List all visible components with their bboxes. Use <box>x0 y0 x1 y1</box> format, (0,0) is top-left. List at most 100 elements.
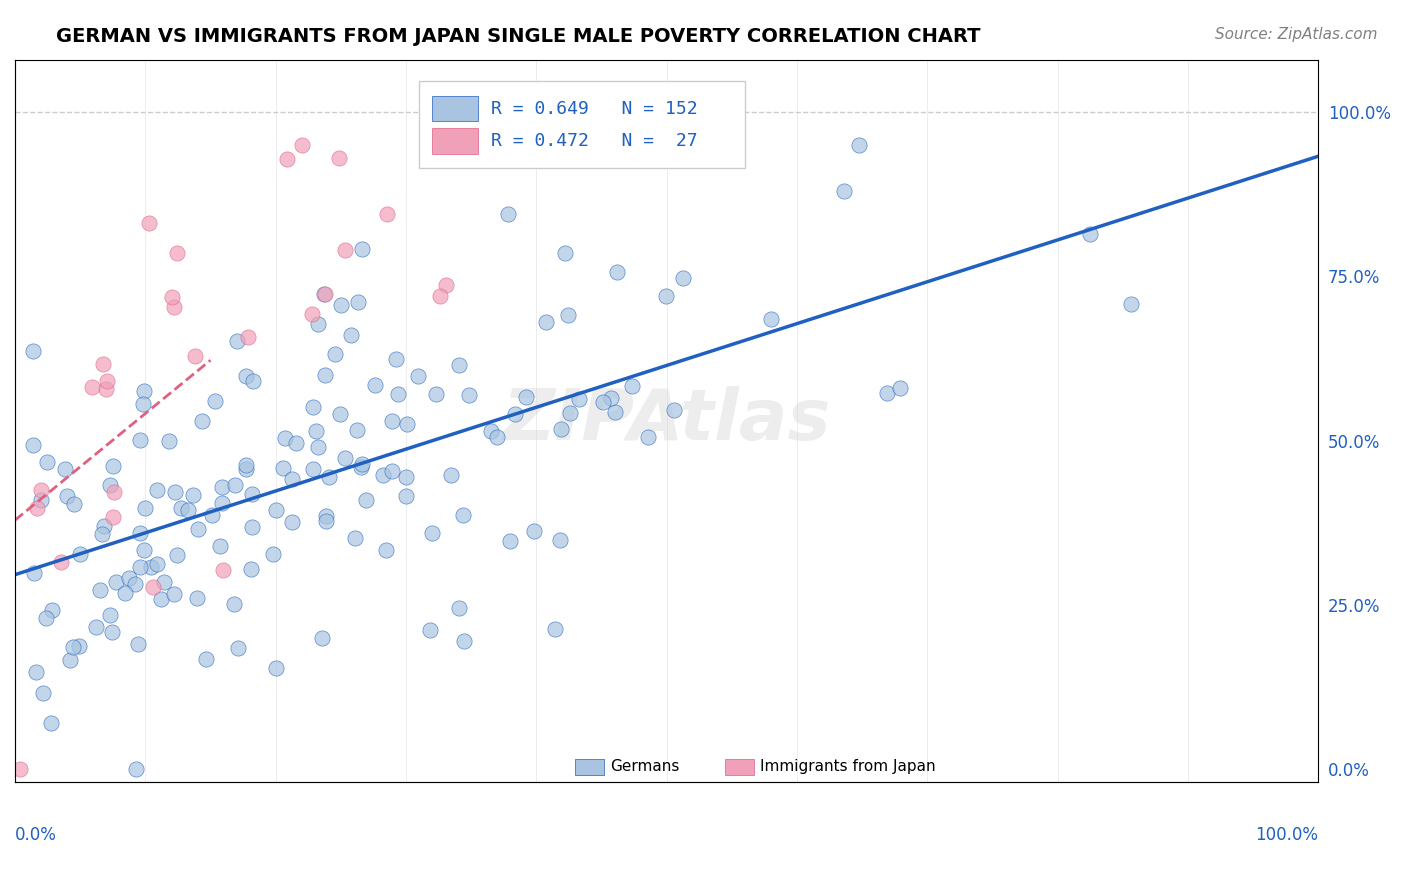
Point <box>238 329 260 343</box>
Point <box>273 431 295 445</box>
Point <box>323 347 346 361</box>
Point <box>104 574 127 589</box>
Point <box>395 489 418 503</box>
Text: ZIPAtlas: ZIPAtlas <box>502 386 831 456</box>
Point <box>131 397 153 411</box>
FancyBboxPatch shape <box>432 128 478 153</box>
Point <box>25 500 48 515</box>
Point <box>356 492 378 507</box>
Point <box>329 407 352 421</box>
Point <box>328 151 350 165</box>
Point <box>101 510 124 524</box>
Point <box>235 458 257 473</box>
Point <box>194 652 217 666</box>
Point <box>440 468 463 483</box>
Point <box>568 392 591 406</box>
Point <box>129 526 152 541</box>
Point <box>621 378 644 392</box>
Point <box>21 344 44 359</box>
Point <box>271 461 294 475</box>
Point <box>558 406 581 420</box>
Point <box>449 600 471 615</box>
Point <box>166 548 188 562</box>
Point <box>149 592 172 607</box>
Point <box>515 390 537 404</box>
Point <box>53 462 76 476</box>
Point <box>352 242 374 256</box>
Point <box>103 485 125 500</box>
Point <box>544 622 567 636</box>
Point <box>315 514 337 528</box>
Point <box>41 602 63 616</box>
Text: R = 0.472   N =  27: R = 0.472 N = 27 <box>491 132 697 150</box>
Text: R = 0.649   N = 152: R = 0.649 N = 152 <box>491 100 697 118</box>
Point <box>671 271 693 285</box>
FancyBboxPatch shape <box>575 759 605 775</box>
Point <box>56 489 79 503</box>
Point <box>605 404 627 418</box>
Point <box>96 374 118 388</box>
Point <box>8 762 31 776</box>
Point <box>212 563 235 577</box>
Point <box>485 430 508 444</box>
Point <box>385 352 408 367</box>
Point <box>380 464 402 478</box>
FancyBboxPatch shape <box>432 95 478 121</box>
Point <box>166 246 188 260</box>
Point <box>49 555 72 569</box>
Point <box>548 533 571 548</box>
Point <box>235 369 257 384</box>
Point <box>208 539 231 553</box>
Point <box>889 381 911 395</box>
Point <box>262 547 284 561</box>
Point <box>114 586 136 600</box>
Point <box>662 403 685 417</box>
Point <box>226 641 249 656</box>
Point <box>340 327 363 342</box>
Point <box>302 462 325 476</box>
Point <box>301 400 323 414</box>
Point <box>187 522 209 536</box>
Point <box>96 382 118 396</box>
Point <box>69 548 91 562</box>
Point <box>314 368 336 382</box>
Text: Germans: Germans <box>610 759 681 774</box>
Point <box>536 315 558 329</box>
Point <box>276 153 298 167</box>
Point <box>240 520 263 534</box>
Point <box>307 441 329 455</box>
Point <box>25 665 48 679</box>
Point <box>191 414 214 428</box>
Point <box>285 436 308 450</box>
Point <box>170 500 193 515</box>
Point <box>318 470 340 484</box>
Point <box>240 487 263 501</box>
Point <box>375 207 398 221</box>
Point <box>30 483 52 497</box>
Point <box>498 207 520 221</box>
Point <box>447 358 470 372</box>
Point <box>453 633 475 648</box>
Point <box>350 457 373 471</box>
Point <box>160 290 183 304</box>
Point <box>312 287 335 301</box>
Point <box>335 243 357 257</box>
Point <box>30 492 52 507</box>
Point <box>1119 297 1142 311</box>
Point <box>134 500 156 515</box>
Point <box>181 487 204 501</box>
Point <box>599 391 621 405</box>
Point <box>333 450 356 465</box>
Point <box>124 576 146 591</box>
Point <box>93 519 115 533</box>
Point <box>22 566 45 581</box>
Point <box>832 184 855 198</box>
Point <box>32 686 55 700</box>
Point <box>373 468 395 483</box>
Point <box>419 623 441 637</box>
Point <box>343 531 366 545</box>
Point <box>138 216 160 230</box>
Point <box>235 462 257 476</box>
Point <box>204 394 226 409</box>
Point <box>118 571 141 585</box>
